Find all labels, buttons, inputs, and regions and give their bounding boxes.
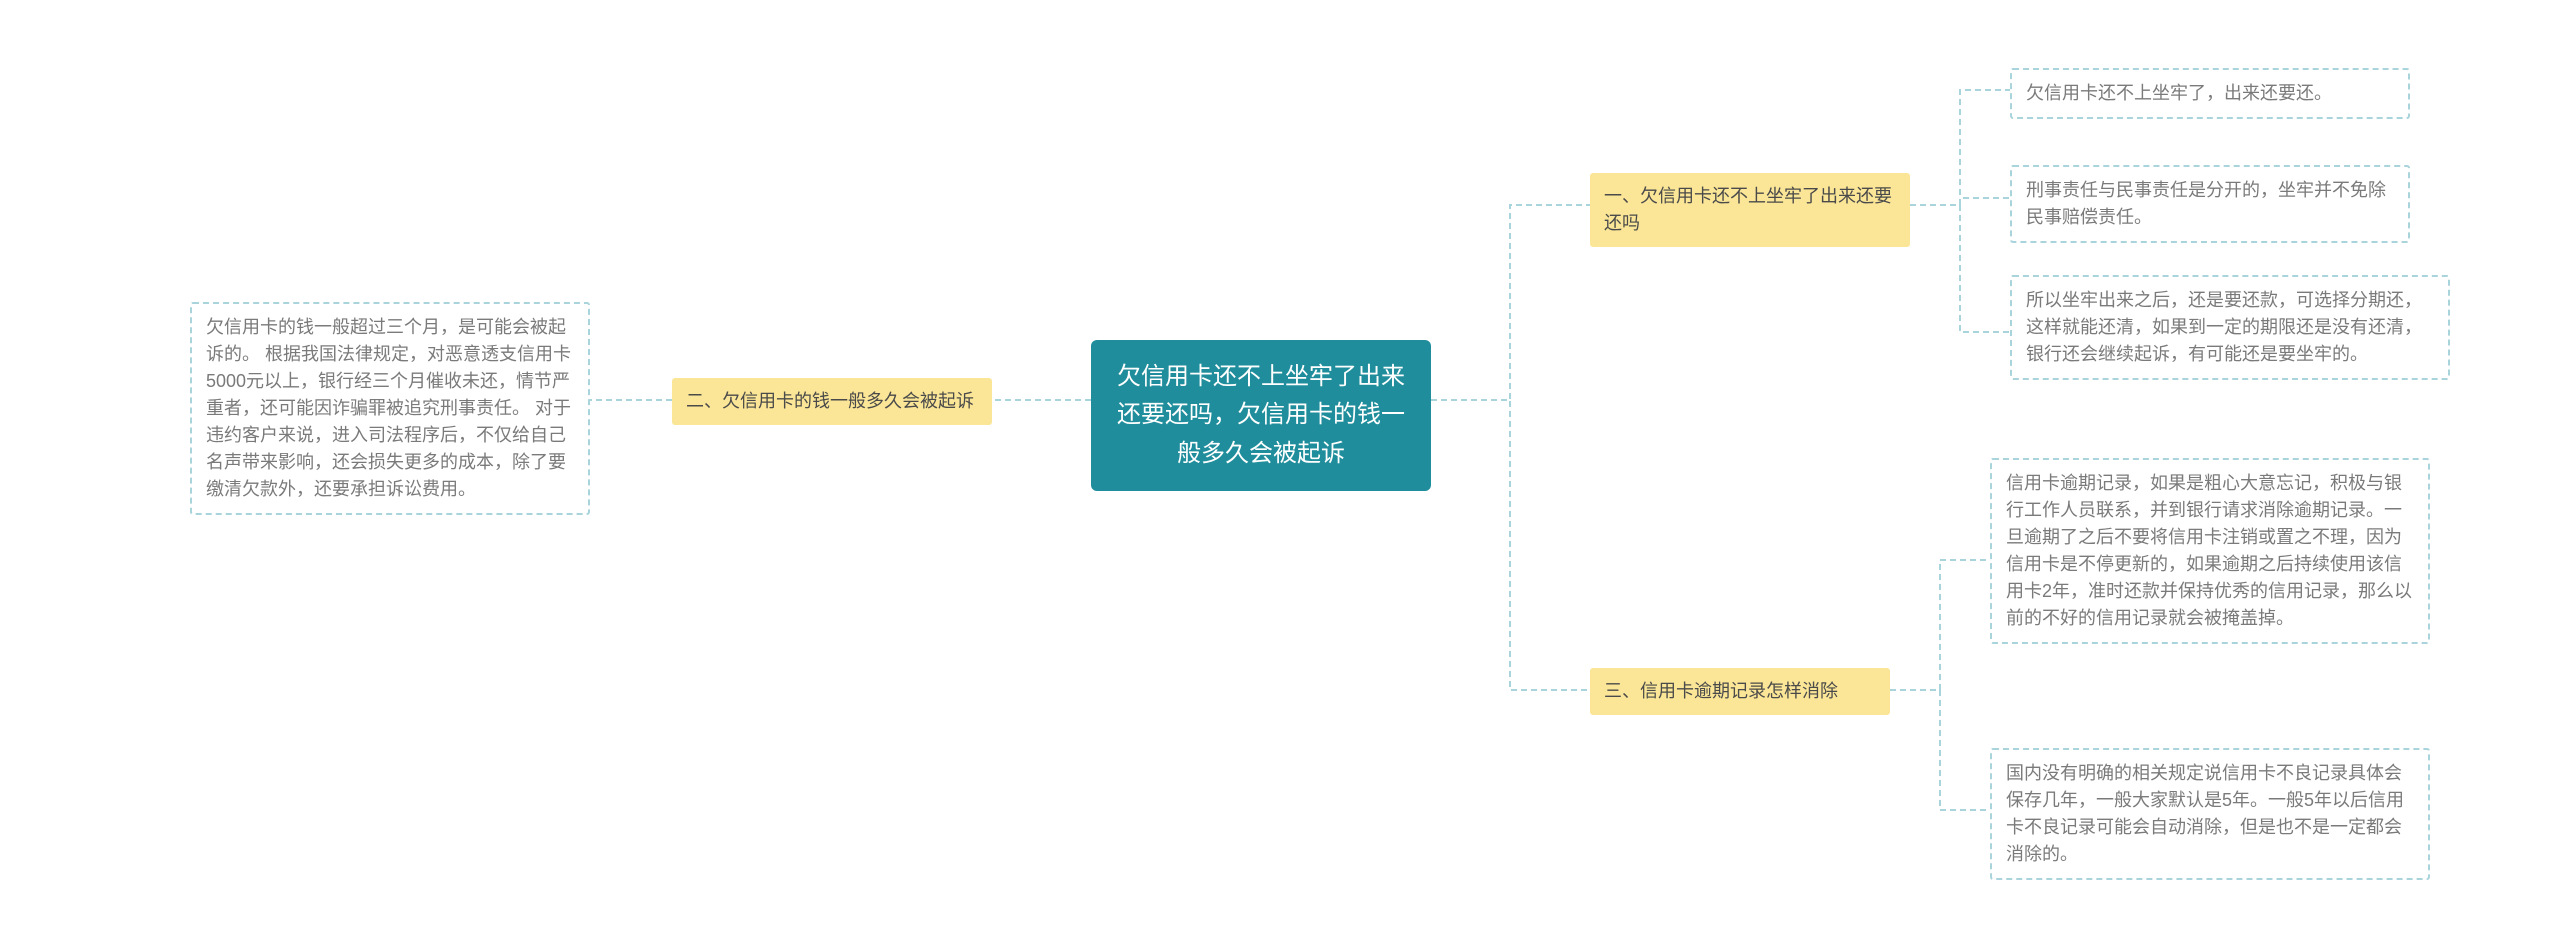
leaf-node-l3a: 信用卡逾期记录，如果是粗心大意忘记，积极与银行工作人员联系，并到银行请求消除逾期…: [1990, 458, 2430, 644]
branch-node-b2: 二、欠信用卡的钱一般多久会被起诉: [672, 378, 992, 425]
leaf-node-l1a: 欠信用卡还不上坐牢了，出来还要还。: [2010, 68, 2410, 119]
connector-path: [1890, 690, 1990, 810]
branch-node-b1: 一、欠信用卡还不上坐牢了出来还要还吗: [1590, 173, 1910, 247]
leaf-node-l1c: 所以坐牢出来之后，还是要还款，可选择分期还，这样就能还清，如果到一定的期限还是没…: [2010, 275, 2450, 380]
connector-path: [1910, 198, 2010, 205]
leaf-node-l3b: 国内没有明确的相关规定说信用卡不良记录具体会保存几年，一般大家默认是5年。一般5…: [1990, 748, 2430, 880]
connector-path: [1431, 400, 1590, 690]
connector-path: [1431, 205, 1590, 400]
leaf-node-l2a: 欠信用卡的钱一般超过三个月，是可能会被起诉的。 根据我国法律规定，对恶意透支信用…: [190, 302, 590, 515]
connector-path: [1910, 205, 2010, 332]
center-node: 欠信用卡还不上坐牢了出来还要还吗，欠信用卡的钱一般多久会被起诉: [1091, 340, 1431, 491]
connector-path: [1890, 560, 1990, 690]
branch-node-b3: 三、信用卡逾期记录怎样消除: [1590, 668, 1890, 715]
leaf-node-l1b: 刑事责任与民事责任是分开的，坐牢并不免除民事赔偿责任。: [2010, 165, 2410, 243]
connector-path: [1910, 90, 2010, 205]
